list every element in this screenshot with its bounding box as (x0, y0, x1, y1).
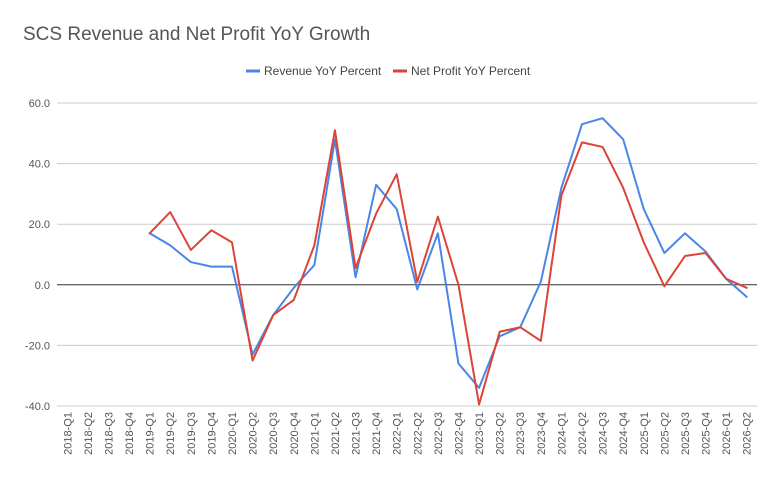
x-tick-label: 2019-Q2 (165, 412, 177, 455)
x-tick-label: 2024-Q1 (556, 412, 568, 455)
y-tick-label: 0.0 (35, 280, 50, 292)
x-tick-label: 2022-Q1 (392, 412, 404, 455)
x-tick-label: 2024-Q2 (577, 412, 589, 455)
chart-title: SCS Revenue and Net Profit YoY Growth (23, 24, 371, 45)
legend-label: Revenue YoY Percent (264, 64, 382, 78)
x-tick-label: 2021-Q4 (371, 412, 383, 455)
y-tick-label: -20.0 (25, 340, 50, 352)
y-axis-ticks: 60.0 40.0 20.0 0.0 -20.0 -40.0 (25, 98, 50, 413)
x-tick-label: 2021-Q2 (330, 412, 342, 455)
x-tick-label: 2018-Q1 (62, 412, 74, 455)
x-tick-label: 2021-Q3 (351, 412, 363, 455)
x-tick-label: 2022-Q2 (412, 412, 424, 455)
x-tick-label: 2025-Q2 (659, 412, 671, 455)
legend: Revenue YoY Percent Net Profit YoY Percen… (246, 64, 531, 78)
y-tick-label: 60.0 (29, 98, 50, 110)
y-tick-label: 20.0 (29, 219, 50, 231)
x-tick-label: 2020-Q3 (268, 412, 280, 455)
x-tick-label: 2025-Q1 (639, 412, 651, 455)
y-tick-label: -40.0 (25, 401, 50, 413)
x-tick-label: 2024-Q4 (618, 412, 630, 455)
x-tick-label: 2018-Q4 (124, 412, 136, 455)
x-tick-label: 2020-Q1 (227, 412, 239, 455)
x-tick-label: 2023-Q1 (474, 412, 486, 455)
x-tick-label: 2020-Q2 (248, 412, 260, 455)
x-tick-label: 2025-Q3 (680, 412, 692, 455)
x-tick-label: 2021-Q1 (309, 412, 321, 455)
gridlines (57, 102, 757, 407)
x-axis-ticks: 2018-Q1 2018-Q2 2018-Q3 2018-Q4 2019-Q1 2019-… (62, 412, 753, 455)
x-tick-label: 2024-Q3 (598, 412, 610, 455)
x-tick-label: 2019-Q1 (145, 412, 157, 455)
x-tick-label: 2018-Q3 (103, 412, 115, 455)
x-tick-label: 2022-Q3 (433, 412, 445, 455)
legend-label: Net Profit YoY Percent (411, 64, 531, 78)
series-line-net-profit (148, 129, 748, 406)
x-tick-label: 2018-Q2 (83, 412, 95, 455)
x-tick-label: 2025-Q4 (701, 412, 713, 455)
x-tick-label: 2026-Q2 (742, 412, 754, 455)
x-tick-label: 2026-Q1 (721, 412, 733, 455)
x-tick-label: 2020-Q4 (289, 412, 301, 455)
x-tick-label: 2019-Q3 (186, 412, 198, 455)
x-tick-label: 2022-Q4 (453, 412, 465, 455)
y-tick-label: 40.0 (29, 159, 50, 171)
x-tick-label: 2023-Q3 (515, 412, 527, 455)
x-tick-label: 2023-Q2 (495, 412, 507, 455)
x-tick-label: 2023-Q4 (536, 412, 548, 455)
series-lines (148, 117, 748, 406)
x-tick-label: 2019-Q4 (206, 412, 218, 455)
